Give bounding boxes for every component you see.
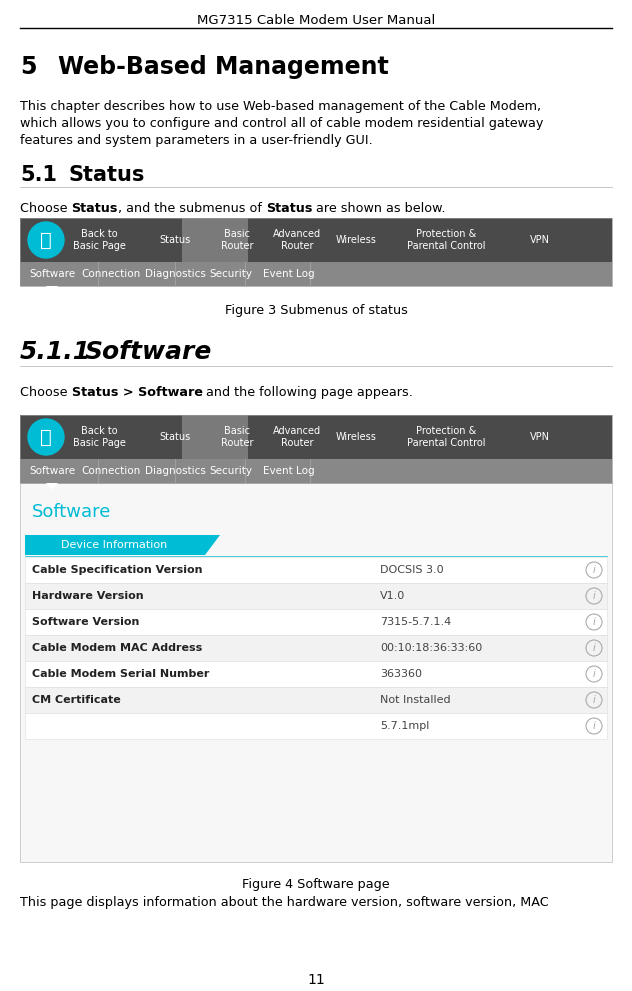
Text: 5: 5: [20, 55, 37, 79]
Text: CM Certificate: CM Certificate: [32, 695, 121, 705]
Text: 363360: 363360: [380, 669, 422, 679]
Text: Wireless: Wireless: [336, 235, 377, 245]
Circle shape: [28, 222, 64, 258]
FancyBboxPatch shape: [20, 218, 612, 262]
Text: Event Log: Event Log: [263, 466, 315, 476]
Text: Basic: Basic: [224, 229, 250, 239]
Text: 5.7.1mpl: 5.7.1mpl: [380, 721, 429, 731]
Text: i: i: [593, 617, 595, 627]
Text: 00:10:18:36:33:60: 00:10:18:36:33:60: [380, 643, 482, 653]
Text: DOCSIS 3.0: DOCSIS 3.0: [380, 565, 444, 575]
Text: VPN: VPN: [530, 235, 550, 245]
FancyBboxPatch shape: [25, 713, 607, 739]
FancyBboxPatch shape: [25, 583, 607, 609]
Text: Cable Modem Serial Number: Cable Modem Serial Number: [32, 669, 209, 679]
FancyBboxPatch shape: [20, 483, 612, 862]
Text: i: i: [593, 669, 595, 679]
Text: Protection &: Protection &: [416, 229, 476, 239]
Text: Parental Control: Parental Control: [407, 241, 485, 251]
FancyBboxPatch shape: [25, 661, 607, 687]
Text: features and system parameters in a user-friendly GUI.: features and system parameters in a user…: [20, 134, 373, 147]
Text: VPN: VPN: [530, 432, 550, 442]
Text: Status: Status: [265, 202, 312, 215]
Text: i: i: [593, 565, 595, 575]
Text: 5.1.1: 5.1.1: [20, 340, 91, 364]
Text: Security: Security: [209, 466, 253, 476]
FancyBboxPatch shape: [25, 557, 607, 583]
Text: Security: Security: [209, 269, 253, 279]
Text: i: i: [593, 721, 595, 731]
FancyBboxPatch shape: [182, 218, 248, 262]
Text: Router: Router: [281, 438, 313, 448]
Text: Diagnostics: Diagnostics: [145, 269, 205, 279]
Text: Connection: Connection: [82, 466, 141, 476]
Text: Status: Status: [159, 235, 191, 245]
Text: Ⓜ: Ⓜ: [40, 231, 52, 250]
Text: i: i: [593, 643, 595, 653]
FancyBboxPatch shape: [20, 262, 612, 286]
Text: This chapter describes how to use Web-based management of the Cable Modem,: This chapter describes how to use Web-ba…: [20, 100, 541, 113]
Text: Figure 3 Submenus of status: Figure 3 Submenus of status: [224, 304, 408, 317]
Polygon shape: [46, 483, 58, 490]
Text: Software: Software: [32, 503, 111, 521]
Text: V1.0: V1.0: [380, 591, 405, 601]
Text: Back to: Back to: [81, 426, 118, 436]
Text: Connection: Connection: [82, 269, 141, 279]
Text: Wireless: Wireless: [336, 432, 377, 442]
Text: Software: Software: [29, 269, 75, 279]
Text: are shown as below.: are shown as below.: [312, 202, 446, 215]
Text: Router: Router: [281, 241, 313, 251]
Circle shape: [28, 419, 64, 455]
Text: 5.1: 5.1: [20, 165, 57, 185]
Text: Cable Modem MAC Address: Cable Modem MAC Address: [32, 643, 202, 653]
Text: Router: Router: [221, 241, 253, 251]
Text: Choose: Choose: [20, 202, 71, 215]
Text: Event Log: Event Log: [263, 269, 315, 279]
Text: Back to: Back to: [81, 229, 118, 239]
Text: 11: 11: [307, 973, 325, 987]
Text: Basic Page: Basic Page: [73, 438, 125, 448]
Text: , and the submenus of: , and the submenus of: [118, 202, 265, 215]
Text: and the following page appears.: and the following page appears.: [202, 386, 413, 399]
Text: Advanced: Advanced: [273, 229, 321, 239]
Text: Status: Status: [68, 165, 144, 185]
Text: Advanced: Advanced: [273, 426, 321, 436]
Text: Status: Status: [71, 202, 118, 215]
Text: Basic Page: Basic Page: [73, 241, 125, 251]
FancyBboxPatch shape: [25, 609, 607, 635]
Text: which allows you to configure and control all of cable modem residential gateway: which allows you to configure and contro…: [20, 117, 544, 130]
Text: Ⓜ: Ⓜ: [40, 427, 52, 447]
Text: Hardware Version: Hardware Version: [32, 591, 143, 601]
Text: i: i: [593, 591, 595, 601]
FancyBboxPatch shape: [25, 687, 607, 713]
Text: Device Information: Device Information: [61, 540, 167, 550]
Text: Status > Software: Status > Software: [71, 386, 202, 399]
FancyBboxPatch shape: [20, 459, 612, 483]
Text: Basic: Basic: [224, 426, 250, 436]
Text: 7315-5.7.1.4: 7315-5.7.1.4: [380, 617, 451, 627]
Text: Software: Software: [85, 340, 212, 364]
Text: Choose: Choose: [20, 386, 71, 399]
Text: Web-Based Management: Web-Based Management: [58, 55, 389, 79]
Text: i: i: [593, 695, 595, 705]
Text: Status: Status: [159, 432, 191, 442]
FancyBboxPatch shape: [25, 635, 607, 661]
FancyBboxPatch shape: [182, 415, 248, 459]
Text: Parental Control: Parental Control: [407, 438, 485, 448]
Text: Software: Software: [29, 466, 75, 476]
Text: Protection &: Protection &: [416, 426, 476, 436]
FancyBboxPatch shape: [20, 415, 612, 459]
Text: Router: Router: [221, 438, 253, 448]
Polygon shape: [25, 535, 220, 555]
Text: Software Version: Software Version: [32, 617, 140, 627]
Text: MG7315 Cable Modem User Manual: MG7315 Cable Modem User Manual: [197, 14, 435, 27]
Text: Diagnostics: Diagnostics: [145, 466, 205, 476]
Text: This page displays information about the hardware version, software version, MAC: This page displays information about the…: [20, 896, 549, 909]
Text: Cable Specification Version: Cable Specification Version: [32, 565, 202, 575]
Polygon shape: [46, 286, 58, 293]
Text: Not Installed: Not Installed: [380, 695, 451, 705]
Text: Figure 4 Software page: Figure 4 Software page: [242, 878, 390, 891]
